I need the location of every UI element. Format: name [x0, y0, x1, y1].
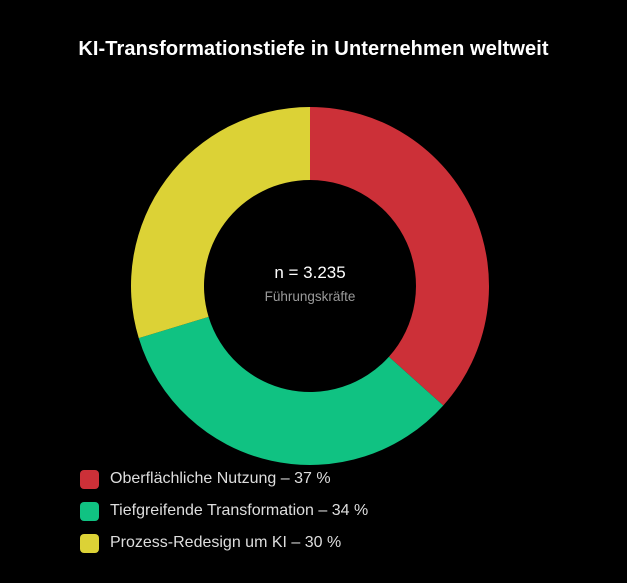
- legend-item: Prozess-Redesign um KI – 30 %: [80, 527, 368, 559]
- donut-slices: [131, 107, 489, 465]
- donut-slice-3: [131, 107, 310, 339]
- donut-slice-1: [310, 107, 489, 406]
- legend-item: Oberflächliche Nutzung – 37 %: [80, 463, 368, 495]
- donut-slice-2: [138, 316, 444, 465]
- chart-title: KI-Transformationstiefe in Unternehmen w…: [78, 38, 549, 60]
- legend-label: Oberflächliche Nutzung – 37 %: [110, 470, 331, 487]
- legend-item: Tiefgreifende Transformation – 34 %: [80, 495, 368, 527]
- legend-swatch: [80, 533, 99, 553]
- center-sample-size: n = 3.235: [274, 263, 346, 282]
- legend-label: Tiefgreifende Transformation – 34 %: [110, 502, 369, 519]
- legend-swatch: [80, 501, 99, 521]
- legend-label: Prozess-Redesign um KI – 30 %: [110, 534, 342, 551]
- legend-swatch: [80, 469, 99, 489]
- legend: Oberflächliche Nutzung – 37 % Tiefgreifen…: [80, 463, 368, 559]
- center-sample-description: Führungskräfte: [264, 289, 356, 304]
